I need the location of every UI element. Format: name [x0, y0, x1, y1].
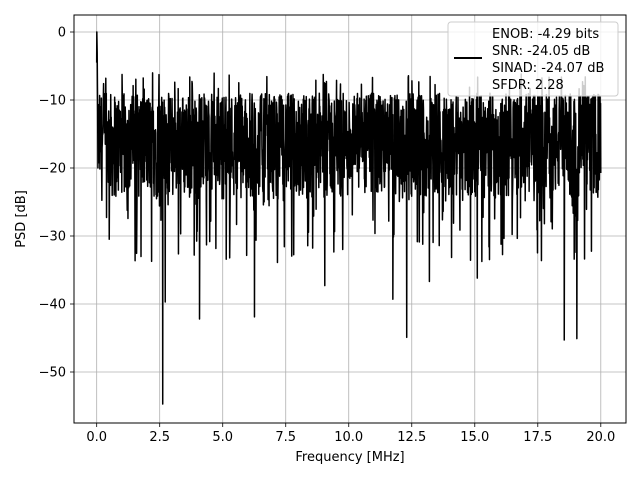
x-tick-label: 20.0 — [586, 430, 615, 445]
legend-box — [447, 21, 619, 97]
legend-entry-enob: ENOB: -4.29 bits — [492, 27, 599, 42]
x-tick-label: 17.5 — [523, 430, 552, 445]
x-tick-label: 0.0 — [86, 430, 107, 445]
legend-entry-sinad: SINAD: -24.07 dB — [492, 61, 604, 76]
x-tick-label: 2.5 — [149, 430, 170, 445]
x-tick-label: 7.5 — [275, 430, 296, 445]
x-tick-label: 12.5 — [397, 430, 426, 445]
y-tick-label: −40 — [39, 298, 66, 313]
x-tick-label: 5.0 — [212, 430, 233, 445]
legend-entry-sfdr: SFDR: 2.28 — [492, 78, 564, 93]
x-axis-label: Frequency [MHz] — [295, 450, 404, 465]
plot-frame — [73, 14, 627, 424]
y-tick-label: −10 — [39, 94, 66, 109]
x-tick-label: 10.0 — [334, 430, 363, 445]
legend-entry-snr: SNR: -24.05 dB — [492, 44, 590, 59]
legend: ENOB: -4.29 bits SNR: -24.05 dB SINAD: -… — [447, 21, 619, 97]
plot-area — [95, 31, 602, 405]
psd-series-line — [95, 31, 602, 405]
y-axis-label: PSD [dB] — [14, 190, 29, 248]
y-tick-label: 0 — [58, 26, 66, 41]
y-tick-label: −30 — [39, 230, 66, 245]
x-tick-label: 15.0 — [460, 430, 489, 445]
y-axis-ticks: 0 −10 −20 −30 −40 −50 — [39, 26, 74, 381]
x-axis-ticks: 0.0 2.5 5.0 7.5 10.0 12.5 15.0 17.5 20.0 — [86, 423, 615, 445]
y-tick-label: −20 — [39, 162, 66, 177]
y-tick-label: −50 — [39, 366, 66, 381]
